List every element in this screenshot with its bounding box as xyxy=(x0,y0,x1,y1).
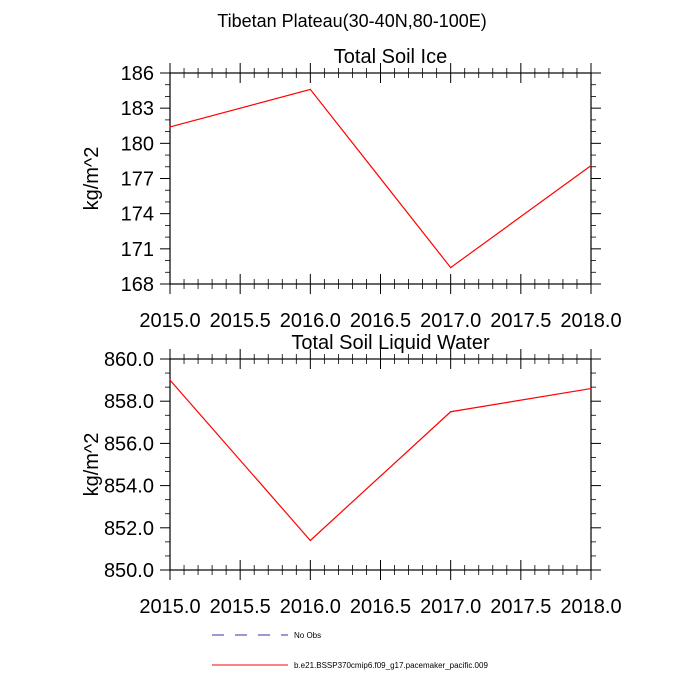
data-point xyxy=(169,126,171,128)
panel-title: Total Soil Liquid Water xyxy=(291,332,490,354)
chart-panel-1: Total Soil Ice 2015.0 2015.5 2016.0 2016.5 20… xyxy=(81,46,622,332)
plot-frame xyxy=(169,358,592,571)
y-axis-label: kg/m^2 xyxy=(81,147,103,211)
y-tick-label: 174 xyxy=(121,204,154,226)
x-tick-label: 2015.0 xyxy=(139,596,200,618)
x-tick-label: 2016.0 xyxy=(280,310,341,332)
data-point xyxy=(450,266,452,269)
legend: No Obs b.e21.BSSP370cmip6.f09_g17.pacemak… xyxy=(212,631,488,670)
y-tick-label: 852.0 xyxy=(104,518,154,540)
x-tick-label: 2015.5 xyxy=(210,596,271,618)
x-tick-label: 2017.0 xyxy=(420,596,481,618)
y-tick-label: 860.0 xyxy=(104,349,154,371)
y-tick-label: 858.0 xyxy=(104,391,154,413)
y-tick-label: 180 xyxy=(121,133,154,155)
legend-label: No Obs xyxy=(294,631,321,640)
x-tick-label: 2015.5 xyxy=(210,310,271,332)
x-tick-label: 2017.5 xyxy=(490,596,551,618)
x-tick-label: 2016.5 xyxy=(350,596,411,618)
data-point xyxy=(309,88,311,91)
x-tick-label: 2018.0 xyxy=(560,596,621,618)
y-tick-label: 177 xyxy=(121,169,154,191)
series-line xyxy=(169,88,592,269)
x-tick-label: 2017.5 xyxy=(490,310,551,332)
x-tick-label: 2016.0 xyxy=(280,596,341,618)
y-axis-label: kg/m^2 xyxy=(81,433,103,497)
x-tick-label: 2016.5 xyxy=(350,310,411,332)
figure-title: Tibetan Plateau(30-40N,80-100E) xyxy=(217,11,487,31)
y-tick-label: 183 xyxy=(121,98,154,120)
data-point xyxy=(450,411,452,413)
x-tick-label: 2018.0 xyxy=(560,310,621,332)
y-tick-label: 856.0 xyxy=(104,433,154,455)
legend-label: b.e21.BSSP370cmip6.f09_g17.pacemaker_pac… xyxy=(294,661,488,670)
x-tick-label: 2015.0 xyxy=(139,310,200,332)
y-tick-label: 171 xyxy=(121,239,154,261)
y-tick-label: 854.0 xyxy=(104,476,154,498)
panel-title: Total Soil Ice xyxy=(334,46,447,68)
data-point xyxy=(169,379,171,381)
data-point xyxy=(590,387,592,390)
y-tick-label: 168 xyxy=(121,274,154,296)
chart-panel-2: Total Soil Liquid Water 2015.0 2015.5 2016.… xyxy=(81,332,622,618)
legend-entry: b.e21.BSSP370cmip6.f09_g17.pacemaker_pac… xyxy=(212,661,488,670)
data-point xyxy=(590,165,592,167)
legend-entry: No Obs xyxy=(212,631,321,640)
data-point xyxy=(309,539,311,542)
chart-panels: Total Soil Ice 2015.0 2015.5 2016.0 2016.5 20… xyxy=(81,46,622,618)
x-tick-label: 2017.0 xyxy=(420,310,481,332)
y-tick-label: 186 xyxy=(121,63,154,85)
y-tick-label: 850.0 xyxy=(104,560,154,582)
series-line xyxy=(169,379,592,542)
